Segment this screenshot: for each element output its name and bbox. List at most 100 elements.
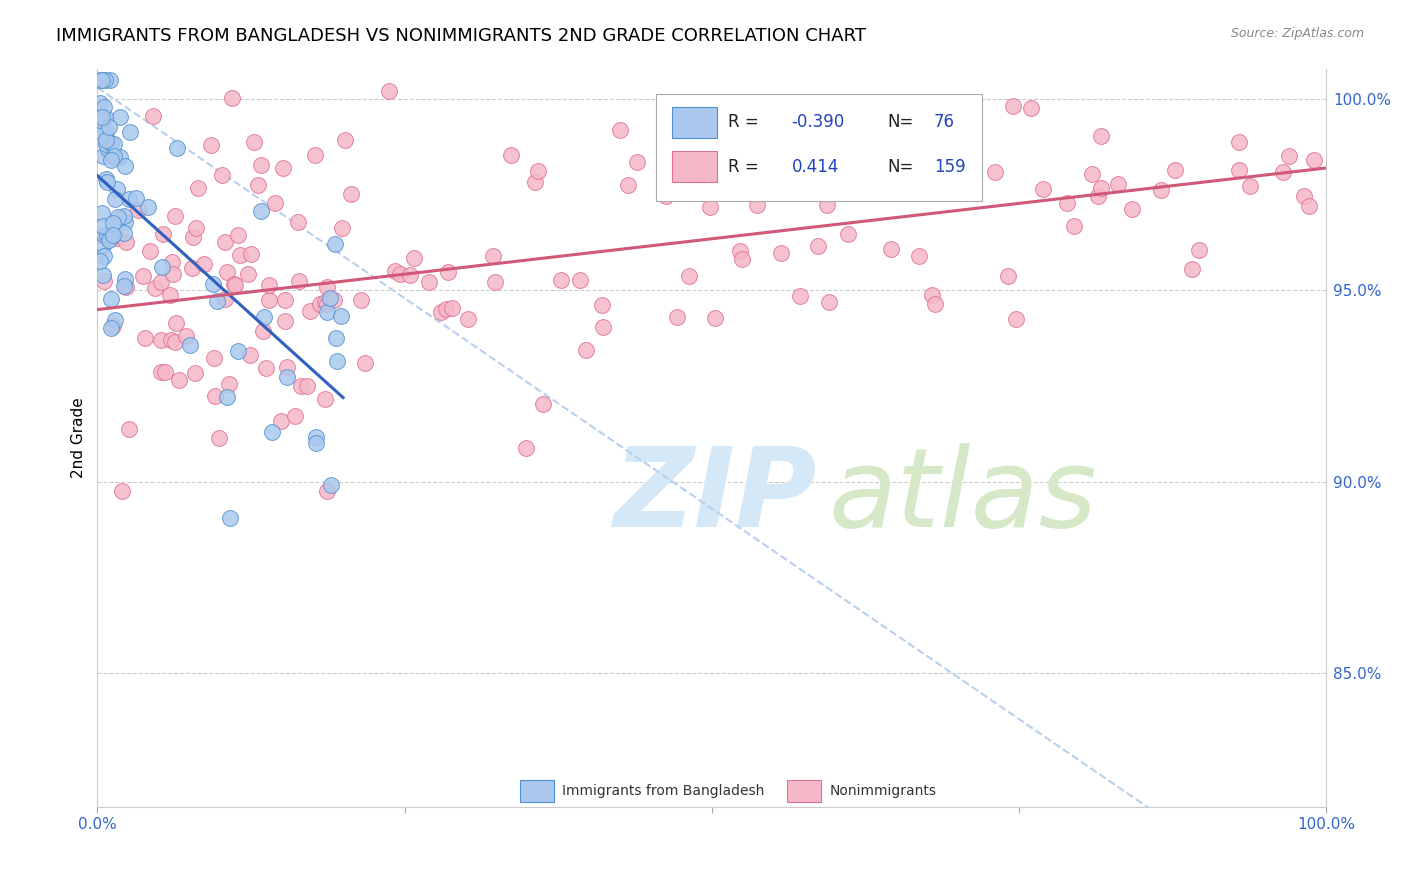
Point — [100, 321, 122, 335]
Y-axis label: 2nd Grade: 2nd Grade — [72, 397, 86, 478]
Point — [228, 228, 250, 243]
Point — [418, 275, 440, 289]
Point — [114, 272, 136, 286]
Point — [1005, 312, 1028, 326]
Point — [1002, 99, 1025, 113]
Point — [274, 314, 297, 328]
Point — [1063, 219, 1085, 234]
Point — [103, 150, 125, 164]
Point — [1188, 243, 1211, 257]
Text: Immigrants from Bangladesh: Immigrants from Bangladesh — [562, 784, 765, 797]
Point — [1302, 153, 1324, 168]
Point — [1107, 177, 1129, 191]
Point — [378, 85, 401, 99]
Point — [665, 310, 688, 325]
Text: -0.390: -0.390 — [792, 113, 845, 131]
Point — [100, 136, 122, 150]
Point — [523, 175, 546, 189]
Point — [1081, 167, 1104, 181]
Point — [325, 331, 347, 345]
Point — [527, 164, 550, 178]
Point — [350, 293, 373, 307]
Point — [330, 221, 353, 235]
Point — [100, 145, 122, 160]
Point — [1277, 149, 1299, 163]
Point — [181, 230, 204, 244]
Point — [904, 146, 927, 161]
Point — [105, 182, 128, 196]
Point — [134, 331, 156, 345]
Point — [193, 257, 215, 271]
Point — [837, 227, 859, 242]
Point — [91, 219, 114, 234]
Point — [115, 235, 138, 249]
FancyBboxPatch shape — [520, 780, 554, 802]
Point — [91, 110, 114, 124]
Point — [153, 365, 176, 379]
Point — [1032, 182, 1054, 196]
Point — [94, 172, 117, 186]
Point — [200, 138, 222, 153]
Point — [100, 292, 122, 306]
Point — [436, 264, 458, 278]
Point — [297, 379, 319, 393]
FancyBboxPatch shape — [672, 107, 717, 138]
Point — [101, 216, 124, 230]
Point — [167, 373, 190, 387]
Point — [789, 289, 811, 303]
Point — [101, 319, 124, 334]
Point — [89, 73, 111, 87]
Point — [316, 483, 339, 498]
Point — [457, 311, 479, 326]
Point — [276, 370, 298, 384]
Point — [264, 196, 287, 211]
Point — [741, 182, 763, 196]
Point — [818, 295, 841, 310]
Point — [94, 133, 117, 147]
FancyBboxPatch shape — [672, 152, 717, 182]
Point — [100, 153, 122, 168]
Point — [202, 351, 225, 366]
Point — [1121, 202, 1143, 217]
Point — [323, 293, 346, 307]
Point — [305, 430, 328, 444]
Point — [93, 249, 115, 263]
Point — [252, 324, 274, 338]
Point — [921, 288, 943, 302]
Point — [104, 313, 127, 327]
Point — [787, 149, 810, 163]
Point — [108, 111, 131, 125]
Text: 0.414: 0.414 — [792, 158, 839, 176]
Point — [399, 268, 422, 283]
Point — [319, 292, 342, 306]
Text: R =: R = — [728, 158, 758, 176]
Point — [257, 293, 280, 307]
Point — [136, 200, 159, 214]
Point — [330, 309, 353, 323]
Point — [239, 348, 262, 362]
Point — [290, 379, 312, 393]
Point — [174, 328, 197, 343]
Point — [800, 184, 823, 198]
Point — [321, 478, 343, 492]
Point — [770, 246, 793, 260]
Point — [626, 154, 648, 169]
Point — [114, 215, 136, 229]
Point — [287, 215, 309, 229]
Point — [112, 209, 135, 223]
Point — [250, 158, 273, 172]
Point — [592, 320, 614, 334]
Point — [89, 96, 111, 111]
Point — [159, 288, 181, 302]
Point — [616, 178, 638, 193]
Point — [728, 244, 751, 258]
Point — [515, 441, 537, 455]
Point — [142, 109, 165, 123]
Point — [229, 248, 252, 262]
Point — [440, 301, 463, 316]
Point — [214, 235, 236, 250]
Point — [150, 333, 173, 347]
Text: 159: 159 — [934, 158, 966, 176]
Point — [205, 294, 228, 309]
Point — [93, 227, 115, 242]
